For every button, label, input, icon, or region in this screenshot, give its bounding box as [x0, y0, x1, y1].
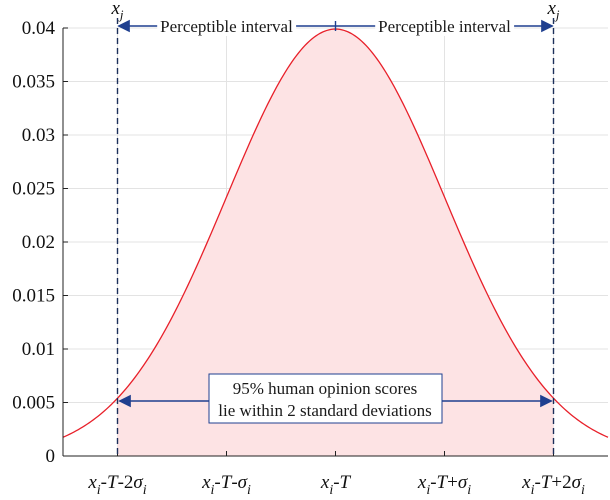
y-tick-label: 0.035: [12, 72, 55, 93]
perceptible-right-label: Perceptible interval: [378, 17, 511, 36]
perceptible-left-label-group: Perceptible interval: [157, 17, 297, 36]
shaded-region: [117, 29, 554, 456]
perceptible-left-label-bg: [157, 17, 297, 36]
y-tick-label: 0: [46, 446, 56, 467]
y-tick-label: 0.005: [12, 393, 55, 414]
x-tick-label: xi-T+σi: [417, 472, 471, 498]
shaded-area: [117, 29, 554, 456]
range-label-box: [208, 373, 443, 424]
perceptible-right-label-bg: [375, 17, 515, 36]
y-tick-label: 0.02: [22, 232, 55, 253]
range-label-line2: lie within 2 standard deviations: [218, 401, 431, 420]
y-tick-label: 0.025: [12, 179, 55, 200]
y-tick-label: 0.04: [22, 18, 56, 39]
x-tick-label: xi-T-σi: [201, 472, 251, 498]
perceptible-right-label-group: Perceptible interval: [375, 17, 515, 36]
y-tick-label: 0.03: [22, 125, 55, 146]
range-label-line1: 95% human opinion scores: [233, 379, 418, 398]
xj-left-label: xj: [110, 0, 123, 22]
x-tick-label: xi-T+2σi: [521, 472, 585, 498]
annotations: xj xj Perceptible interval Perceptible inte…: [110, 0, 560, 456]
x-tick-label: xi-T: [320, 472, 352, 498]
x-tick-label: xi-T-2σi: [87, 472, 146, 498]
perceptible-left-label: Perceptible interval: [160, 17, 293, 36]
y-tick-label: 0.015: [12, 286, 55, 307]
y-tick-label: 0.01: [22, 339, 55, 360]
axes: 0 0.005 0.01 0.015 0.02 0.025 0.03 0.035 0.04 xi-…: [12, 18, 608, 498]
xj-right-label: xj: [546, 0, 559, 22]
